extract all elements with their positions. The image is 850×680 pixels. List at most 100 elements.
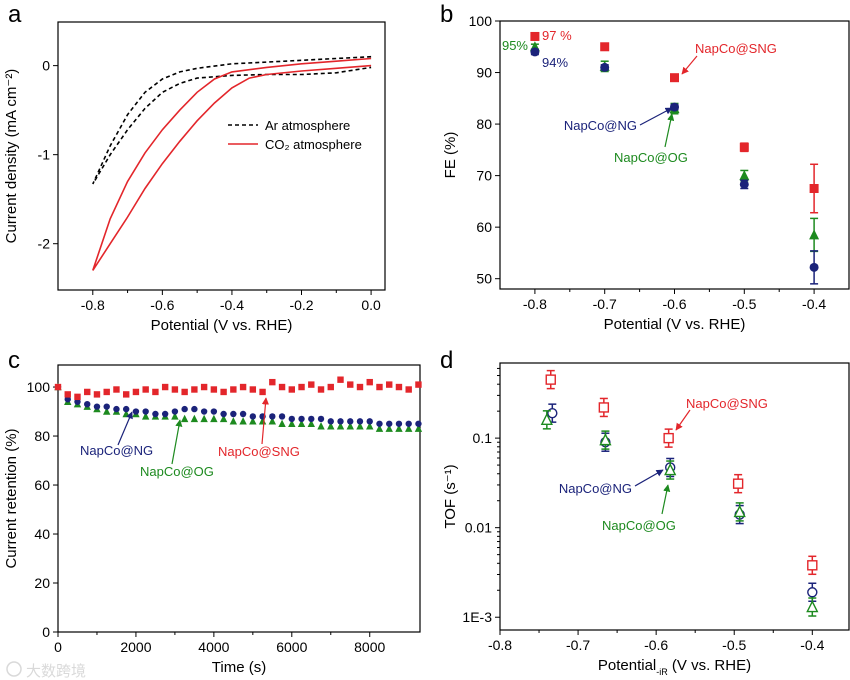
data-point-circle — [278, 413, 286, 420]
x-tick-label: 2000 — [120, 639, 151, 655]
data-point-circle — [103, 403, 110, 410]
x-tick-label: -0.4 — [802, 296, 826, 312]
data-point-circle — [84, 400, 91, 408]
x-tick-label: 0 — [54, 639, 62, 655]
data-point-circle — [415, 420, 422, 427]
data-point-triangle — [809, 229, 820, 240]
data-point-circle — [356, 418, 364, 425]
x-tick-label: 4000 — [198, 639, 229, 655]
data-point-triangle — [733, 504, 746, 518]
data-point-square — [386, 381, 393, 388]
data-point-triangle — [141, 412, 150, 420]
annotation-label: NapCo@NG — [559, 481, 632, 496]
x-axis-label-main: Time (s) — [212, 659, 266, 676]
data-point-square — [405, 386, 412, 393]
data-point-square — [132, 388, 140, 396]
data-point-circle — [74, 398, 81, 405]
data-point-triangle — [395, 424, 403, 432]
data-point-square — [347, 381, 354, 388]
data-point-circle — [347, 418, 354, 425]
data-point-circle — [239, 410, 247, 418]
y-axis-label: Current density (mA cm⁻²) — [3, 69, 20, 244]
data-point-circle — [298, 415, 305, 423]
annotation-arrow — [634, 469, 664, 487]
y-tick-label: 40 — [34, 526, 50, 542]
data-point-triangle — [239, 417, 247, 425]
x-axis-label-main: Potential (V vs. RHE) — [604, 316, 746, 333]
x-axis-label: Potential-iR (V vs. RHE) — [598, 657, 751, 677]
data-point-circle — [317, 415, 325, 423]
data-point-triangle — [414, 424, 423, 432]
plot-frame — [57, 364, 421, 633]
data-point-triangle — [307, 419, 315, 427]
data-point-square — [84, 388, 91, 396]
data-point-circle — [395, 420, 403, 427]
annotation-label: NapCo@SNG — [686, 396, 768, 411]
annotation-label: NapCo@OG — [614, 150, 688, 165]
y-tick-label: 80 — [476, 116, 492, 132]
data-point-triangle — [297, 419, 306, 427]
data-point-square — [317, 386, 325, 393]
x-axis-label-rest: (V vs. RHE) — [668, 657, 751, 674]
data-point-triangle — [336, 422, 345, 430]
data-point-square — [288, 386, 295, 393]
data-point-square — [142, 386, 149, 393]
data-point-triangle — [327, 422, 335, 430]
data-point-triangle — [366, 422, 374, 430]
data-point-square — [598, 402, 610, 413]
data-point-square — [670, 73, 679, 83]
data-point-circle — [210, 408, 218, 415]
y-tick-label: 0 — [42, 624, 50, 640]
plot-frame — [499, 362, 850, 631]
annotation-label: NapCo@SNG — [695, 41, 777, 56]
panel-b: b -0.8 -0.7 -0.6 -0.5 -0.4 50 60 70 80 90 100 Potent… — [440, 1, 850, 333]
data-point-circle — [142, 408, 149, 415]
data-point-square — [732, 478, 744, 489]
y-tick-label: 1E-3 — [462, 609, 492, 625]
data-point-square — [210, 386, 218, 393]
data-point-square — [530, 31, 540, 41]
data-point-square — [191, 386, 198, 393]
x-tick-label: -0.4 — [800, 637, 824, 653]
y-tick-label: 0 — [42, 58, 50, 74]
data-point-square — [278, 383, 286, 391]
x-axis-label: Potential (V vs. RHE) — [604, 316, 746, 333]
panel-letter: c — [8, 347, 20, 374]
annotation-arrow — [664, 113, 675, 148]
data-point-circle — [739, 179, 749, 189]
data-point-square — [74, 393, 81, 401]
data-point-triangle — [346, 422, 354, 430]
data-point-circle — [200, 408, 208, 415]
data-point-circle — [93, 403, 101, 410]
series-line-ar — [92, 55, 372, 185]
data-point-circle — [122, 405, 130, 413]
series-line-co2 — [92, 57, 372, 271]
x-tick-label: -0.8 — [81, 297, 105, 313]
panel-letter: b — [440, 1, 453, 28]
y-tick-label: 60 — [476, 219, 492, 235]
data-point-square — [54, 383, 62, 391]
data-point-square — [415, 381, 422, 388]
x-tick-label: -0.8 — [523, 296, 547, 312]
data-point-square — [395, 383, 403, 391]
data-point-square — [230, 386, 237, 393]
x-axis-label-subscript: -iR — [656, 667, 668, 677]
annotation-label: NapCo@SNG — [218, 444, 300, 459]
data-point-circle — [547, 407, 558, 419]
data-point-circle — [809, 262, 819, 272]
data-point-circle — [161, 410, 169, 418]
data-point-triangle — [375, 424, 384, 432]
x-tick-label: -0.6 — [644, 637, 668, 653]
y-tick-label: -2 — [38, 236, 51, 252]
y-tick-label: 80 — [34, 428, 50, 444]
data-point-square — [807, 560, 818, 571]
data-point-square — [308, 381, 315, 388]
data-point-square — [249, 386, 257, 393]
legend-label: CO₂ atmosphere — [265, 137, 362, 152]
data-point-triangle — [268, 417, 277, 425]
x-axis-label: Time (s) — [212, 659, 266, 676]
data-point-square — [220, 388, 227, 396]
y-axis-label: Current retention (%) — [3, 428, 20, 568]
data-point-circle — [269, 413, 276, 420]
